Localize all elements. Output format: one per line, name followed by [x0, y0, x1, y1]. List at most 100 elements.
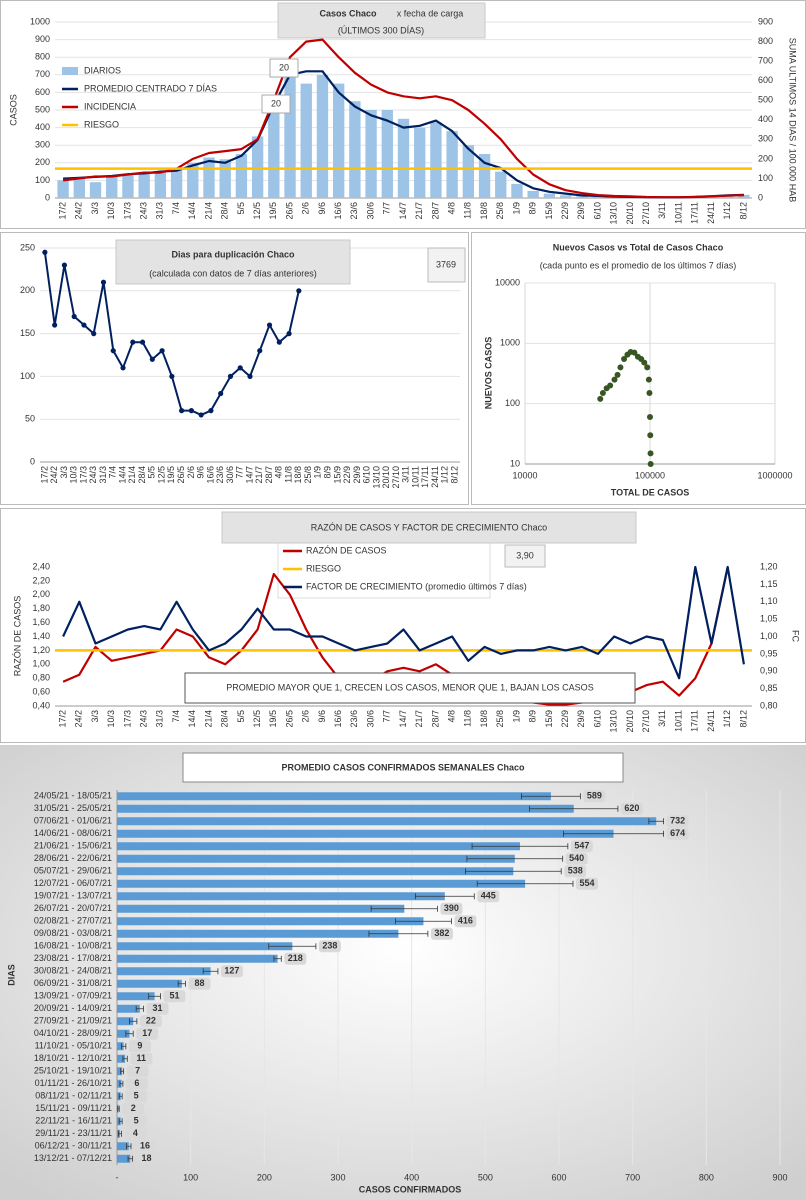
value-label: 51 — [169, 991, 179, 1001]
value-label: 538 — [568, 866, 583, 876]
x-tick-label: 14/7 — [398, 202, 408, 220]
value-label-bg — [220, 965, 243, 978]
value-label: 445 — [481, 891, 496, 901]
x-tick-label: 14/4 — [187, 202, 197, 220]
x-tick-label: 9/6 — [317, 710, 327, 723]
y-tick-label: 0 — [45, 192, 50, 202]
value-label-bg — [133, 1140, 156, 1153]
y-tick-label: 900 — [758, 16, 773, 26]
y-tick-label: 09/08/21 - 03/08/21 — [34, 928, 112, 938]
error-bar — [466, 855, 564, 862]
bar — [117, 1004, 140, 1013]
marker — [208, 408, 214, 414]
bar — [117, 817, 657, 826]
marker — [130, 339, 136, 345]
x-tick-label: 5/5 — [236, 710, 246, 723]
x-tick-label: 28/7 — [430, 202, 440, 220]
x-tick-label: 24/2 — [74, 202, 84, 220]
point — [646, 390, 653, 397]
bar — [187, 162, 199, 198]
error-bar — [414, 893, 475, 900]
x-tick-label: 22/9 — [560, 710, 570, 728]
box — [277, 542, 491, 599]
y-tick-label: 15/11/21 - 09/11/21 — [35, 1103, 112, 1113]
bar — [300, 83, 312, 198]
x-tick-label: 3/3 — [90, 202, 100, 215]
chart-subtitle: (ÚLTIMOS 300 DÍAS) — [338, 25, 424, 35]
bar — [117, 1054, 126, 1063]
y2-axis-label: SUMA ULTIMOS 14 DIAS / 100.000 HAB — [788, 38, 798, 202]
bar — [117, 967, 211, 976]
error-bar — [465, 868, 562, 875]
x-tick-label: 1/9 — [313, 466, 323, 479]
value-label-bg — [454, 915, 477, 928]
x-tick-label: 11/8 — [463, 710, 473, 727]
y-tick-label: 100 — [20, 371, 35, 381]
bar — [117, 854, 515, 863]
y-tick-label: 07/06/21 - 01/06/21 — [34, 816, 112, 826]
bar — [138, 173, 150, 198]
x-tick-label: - — [116, 1172, 119, 1182]
y-tick-label: 1,80 — [32, 603, 50, 613]
x-tick-label: 11/8 — [463, 202, 473, 219]
x-tick-label: 4/8 — [274, 466, 284, 479]
x-tick-label: 2/6 — [301, 710, 311, 723]
y-tick-label: 19/07/21 - 13/07/21 — [34, 891, 112, 901]
annotation: 3769 — [436, 259, 456, 269]
y-tick-label: 1,15 — [760, 579, 778, 589]
x-tick-label: 100 — [183, 1172, 198, 1182]
bar — [203, 157, 215, 198]
x-tick-label: 9/6 — [196, 466, 206, 479]
value-label: 218 — [288, 953, 303, 963]
x-tick-label: 10/11 — [673, 710, 683, 732]
marker — [266, 322, 273, 328]
x-tick-label: 8/12 — [738, 202, 748, 220]
bar — [170, 169, 183, 198]
error-bar — [126, 1143, 132, 1150]
x-tick-label: 3/11 — [401, 466, 411, 483]
x-tick-label: 16/6 — [333, 710, 343, 728]
value-label-bg — [575, 877, 598, 890]
x-tick-label: 3/11 — [657, 710, 667, 727]
error-bar — [471, 843, 569, 850]
value-label: 22 — [146, 1016, 156, 1026]
bar — [365, 110, 377, 198]
y-tick-label: 10000 — [495, 277, 520, 287]
point — [647, 414, 653, 421]
x-tick-label: 12/5 — [252, 710, 262, 728]
x-tick-label: 22/9 — [560, 202, 570, 220]
point — [607, 382, 614, 389]
marker — [296, 288, 302, 294]
y-tick-label: 50 — [25, 414, 35, 424]
panel — [471, 232, 806, 505]
x-tick-label: 2/6 — [301, 202, 311, 215]
error-bar — [368, 930, 429, 937]
bar — [57, 180, 69, 198]
error-bar — [268, 943, 317, 950]
x-tick-label: 22/9 — [342, 466, 352, 484]
x-tick-label: 7/4 — [108, 466, 118, 479]
marker — [188, 408, 194, 414]
box — [221, 511, 637, 544]
y-tick-label: 11/10/21 - 05/10/21 — [35, 1041, 112, 1051]
value-label: 31 — [153, 1003, 163, 1013]
x-tick-label: 500 — [478, 1172, 493, 1182]
bar — [284, 74, 296, 198]
bar — [117, 1042, 124, 1051]
y-axis-label: RAZÓN DE CASOS — [12, 596, 22, 677]
box — [261, 94, 291, 114]
x-axis-label: CASOS CONFIRMADOS — [359, 1184, 462, 1194]
x-tick-label: 10/11 — [410, 466, 420, 488]
y-tick-label: 22/11/21 - 16/11/21 — [35, 1116, 112, 1126]
x-tick-label: 14/4 — [187, 710, 197, 728]
point — [611, 376, 618, 383]
x-tick-label: 29/9 — [576, 710, 586, 728]
y-tick-label: 400 — [35, 122, 50, 132]
value-label: 540 — [569, 853, 584, 863]
y-tick-label: 500 — [35, 104, 50, 114]
x-tick-label: 21/7 — [414, 202, 424, 220]
bar — [117, 792, 551, 801]
x-tick-label: 200 — [257, 1172, 272, 1182]
x-tick-label: 27/10 — [391, 466, 401, 489]
x-tick-label: 31/3 — [98, 466, 108, 484]
